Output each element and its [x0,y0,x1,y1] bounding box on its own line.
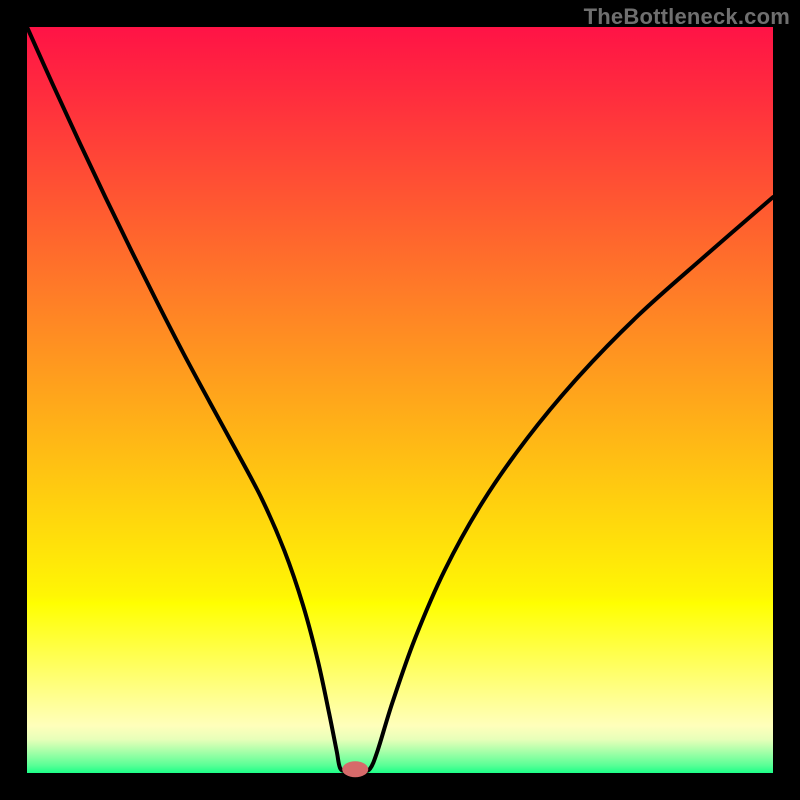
chart-container: TheBottleneck.com [0,0,800,800]
bottleneck-chart [0,0,800,800]
watermark-text: TheBottleneck.com [584,4,790,30]
optimal-point-marker [342,761,368,777]
chart-background [27,27,773,773]
